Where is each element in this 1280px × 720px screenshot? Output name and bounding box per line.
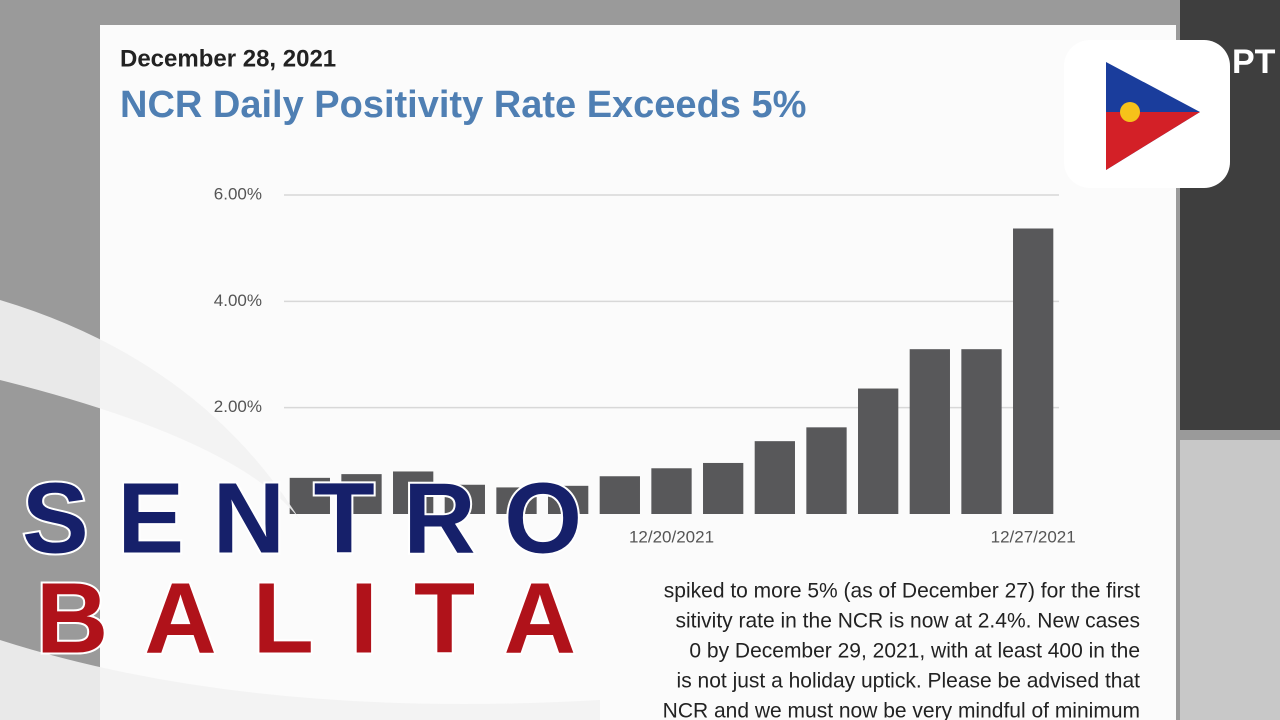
bar xyxy=(599,476,640,514)
body-line: 0 by December 29, 2021, with at least 40… xyxy=(689,640,1140,663)
logo-shape xyxy=(1106,112,1200,170)
logo-text: PT xyxy=(1232,43,1276,81)
bar xyxy=(909,349,950,514)
body-line: NCR and we must now be very mindful of m… xyxy=(663,700,1140,720)
bar xyxy=(754,441,795,514)
y-tick-label: 2.00% xyxy=(214,397,262,416)
body-text: spiked to more 5% (as of December 27) fo… xyxy=(663,580,1141,720)
bar xyxy=(806,427,847,514)
bar xyxy=(1013,228,1054,514)
bar xyxy=(858,388,899,514)
date: December 28, 2021 xyxy=(120,45,336,72)
body-line: is not just a holiday uptick. Please be … xyxy=(677,670,1141,693)
bar xyxy=(703,462,744,514)
body-line: sitivity rate in the NCR is now at 2.4%.… xyxy=(675,610,1140,633)
x-tick-label: 12/20/2021 xyxy=(629,527,714,546)
y-tick-label: 6.00% xyxy=(214,184,262,203)
body-line: spiked to more 5% (as of December 27) fo… xyxy=(664,580,1140,603)
swoosh xyxy=(0,300,300,520)
bar xyxy=(651,468,692,514)
bar xyxy=(444,484,485,514)
logo-sun xyxy=(1120,102,1140,122)
bar xyxy=(393,471,434,514)
plot: 2.00% 4.00% 6.00% 12/20/2021 12/27/2021 xyxy=(214,184,1076,546)
bar xyxy=(341,474,382,514)
bar xyxy=(289,477,330,514)
swoosh xyxy=(0,640,600,720)
x-tick-label: 12/27/2021 xyxy=(991,527,1076,546)
bar xyxy=(961,349,1002,514)
chart-title: NCR Daily Positivity Rate Exceeds 5% xyxy=(120,84,806,126)
bar xyxy=(496,487,537,514)
y-tick-label: 4.00% xyxy=(214,291,262,310)
bar xyxy=(548,485,589,514)
background-light xyxy=(1180,440,1280,720)
